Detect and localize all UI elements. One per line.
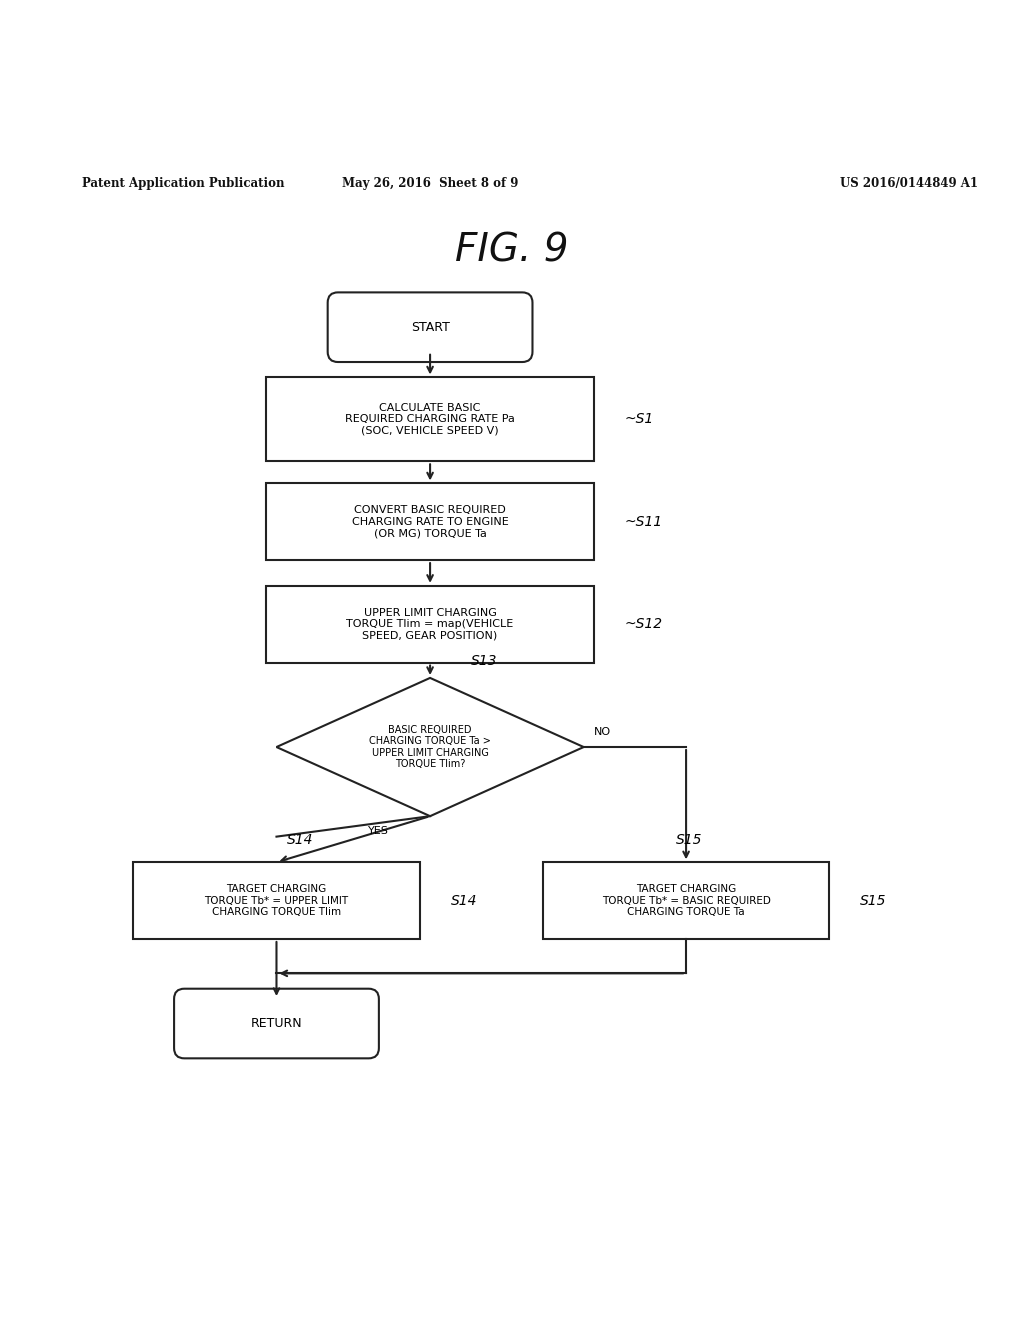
Text: BASIC REQUIRED
CHARGING TORQUE Ta >
UPPER LIMIT CHARGING
TORQUE Tlim?: BASIC REQUIRED CHARGING TORQUE Ta > UPPE… [369,725,492,770]
Text: Patent Application Publication: Patent Application Publication [82,177,285,190]
Text: S13: S13 [471,653,498,668]
Bar [543,862,829,939]
Text: TARGET CHARGING
TORQUE Tb* = BASIC REQUIRED
CHARGING TORQUE Ta: TARGET CHARGING TORQUE Tb* = BASIC REQUI… [602,884,770,917]
FancyBboxPatch shape [174,989,379,1059]
Text: S15: S15 [860,894,887,908]
Text: ~S1: ~S1 [625,412,654,426]
Text: ~S11: ~S11 [625,515,663,529]
Text: UPPER LIMIT CHARGING
TORQUE Tlim = map(VEHICLE
SPEED, GEAR POSITION): UPPER LIMIT CHARGING TORQUE Tlim = map(V… [346,607,514,640]
Bar [266,586,594,663]
Text: CALCULATE BASIC
REQUIRED CHARGING RATE Pa
(SOC, VEHICLE SPEED V): CALCULATE BASIC REQUIRED CHARGING RATE P… [345,403,515,436]
Text: TARGET CHARGING
TORQUE Tb* = UPPER LIMIT
CHARGING TORQUE Tlim: TARGET CHARGING TORQUE Tb* = UPPER LIMIT… [205,884,348,917]
Text: START: START [411,321,450,334]
Text: S15: S15 [676,833,702,847]
Text: FIG. 9: FIG. 9 [456,231,568,269]
Text: S14: S14 [287,833,313,847]
Bar [266,483,594,560]
Text: YES: YES [369,826,389,837]
FancyBboxPatch shape [328,293,532,362]
Bar [266,378,594,462]
Text: NO: NO [594,727,611,737]
Text: ~S12: ~S12 [625,618,663,631]
Polygon shape [276,678,584,816]
Text: US 2016/0144849 A1: US 2016/0144849 A1 [840,177,978,190]
Text: RETURN: RETURN [251,1016,302,1030]
Text: S14: S14 [451,894,477,908]
Text: CONVERT BASIC REQUIRED
CHARGING RATE TO ENGINE
(OR MG) TORQUE Ta: CONVERT BASIC REQUIRED CHARGING RATE TO … [351,506,509,539]
Text: May 26, 2016  Sheet 8 of 9: May 26, 2016 Sheet 8 of 9 [342,177,518,190]
Bar [133,862,420,939]
